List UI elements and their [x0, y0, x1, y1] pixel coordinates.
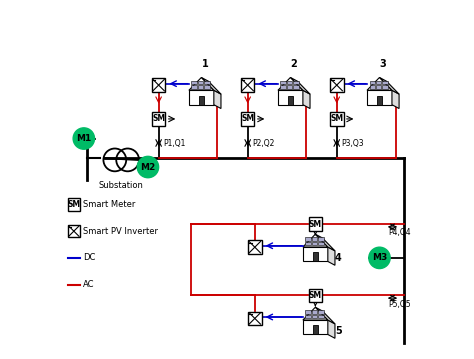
- Bar: [376, 85, 381, 89]
- Bar: [198, 81, 203, 84]
- Bar: [189, 90, 214, 105]
- Text: Smart PV Inverter: Smart PV Inverter: [83, 227, 158, 236]
- Bar: [318, 311, 324, 314]
- Polygon shape: [392, 90, 399, 108]
- Text: Substation: Substation: [99, 181, 144, 190]
- Bar: [330, 78, 344, 92]
- Bar: [318, 242, 324, 246]
- Text: SM: SM: [152, 115, 165, 123]
- Bar: [199, 96, 204, 105]
- Bar: [305, 311, 311, 314]
- Bar: [248, 312, 262, 325]
- Text: P2,Q2: P2,Q2: [252, 139, 274, 148]
- Polygon shape: [303, 90, 310, 108]
- Text: AC: AC: [83, 280, 95, 289]
- Bar: [309, 289, 322, 302]
- Text: P3,Q3: P3,Q3: [341, 139, 364, 148]
- Bar: [287, 81, 292, 84]
- Text: P1,Q1: P1,Q1: [163, 139, 185, 148]
- Text: 1: 1: [201, 59, 208, 69]
- Bar: [241, 78, 255, 92]
- Polygon shape: [214, 90, 221, 108]
- Bar: [330, 112, 344, 126]
- Polygon shape: [315, 307, 335, 324]
- Bar: [313, 326, 318, 335]
- Text: SM: SM: [309, 291, 322, 300]
- Polygon shape: [291, 78, 310, 94]
- Bar: [293, 81, 299, 84]
- Text: M3: M3: [372, 253, 387, 262]
- Bar: [204, 85, 210, 89]
- Bar: [198, 85, 203, 89]
- Bar: [191, 81, 197, 84]
- Text: SM: SM: [241, 115, 254, 123]
- Bar: [312, 311, 317, 314]
- Bar: [312, 237, 317, 241]
- Bar: [312, 315, 317, 318]
- Polygon shape: [201, 78, 221, 94]
- Text: M1: M1: [76, 134, 91, 143]
- Bar: [305, 315, 311, 318]
- Text: SM: SM: [67, 200, 81, 209]
- Bar: [303, 320, 328, 335]
- Polygon shape: [328, 320, 335, 338]
- Bar: [281, 81, 286, 84]
- Bar: [370, 81, 375, 84]
- Bar: [377, 96, 382, 105]
- Bar: [383, 85, 388, 89]
- Bar: [191, 85, 197, 89]
- Circle shape: [73, 128, 94, 149]
- Text: Smart Meter: Smart Meter: [83, 200, 136, 209]
- Polygon shape: [315, 234, 335, 251]
- Bar: [370, 85, 375, 89]
- Bar: [281, 85, 286, 89]
- Bar: [68, 225, 80, 237]
- Bar: [305, 237, 311, 241]
- Bar: [152, 78, 165, 92]
- Bar: [248, 241, 262, 254]
- Bar: [287, 85, 292, 89]
- Bar: [313, 252, 318, 261]
- Text: M2: M2: [140, 163, 155, 172]
- Text: 2: 2: [291, 59, 297, 69]
- Bar: [318, 315, 324, 318]
- Text: P4,Q4: P4,Q4: [388, 228, 411, 237]
- Bar: [309, 217, 322, 231]
- Text: SM: SM: [330, 115, 343, 123]
- Bar: [305, 242, 311, 246]
- Bar: [241, 112, 255, 126]
- Bar: [303, 247, 328, 261]
- Text: P5,Q5: P5,Q5: [388, 300, 411, 309]
- Text: 5: 5: [335, 326, 342, 336]
- Text: 3: 3: [380, 59, 386, 69]
- Bar: [204, 81, 210, 84]
- Bar: [376, 81, 381, 84]
- Polygon shape: [380, 78, 399, 94]
- Bar: [367, 90, 392, 105]
- Polygon shape: [328, 247, 335, 265]
- Bar: [293, 85, 299, 89]
- Text: SM: SM: [309, 219, 322, 229]
- Bar: [68, 198, 80, 211]
- Circle shape: [137, 157, 159, 178]
- Circle shape: [369, 247, 390, 269]
- Text: DC: DC: [83, 253, 95, 262]
- Bar: [383, 81, 388, 84]
- Text: 4: 4: [335, 253, 342, 263]
- Bar: [152, 112, 165, 126]
- Bar: [278, 90, 303, 105]
- Bar: [312, 242, 317, 246]
- Bar: [288, 96, 293, 105]
- Bar: [318, 237, 324, 241]
